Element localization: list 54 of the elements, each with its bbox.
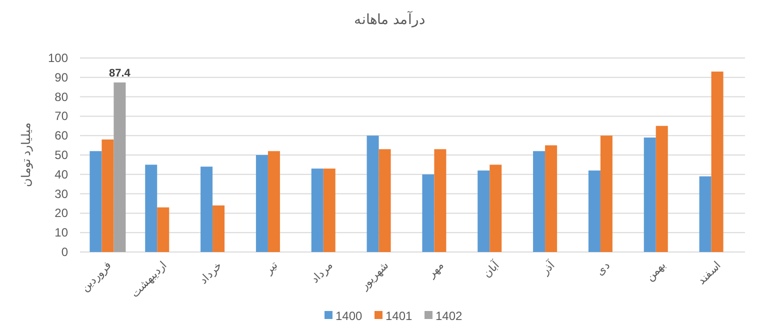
y-tick-label: 90 [54,70,68,84]
x-tick-label: بهمن [644,260,668,284]
bar [600,136,612,252]
bar [478,170,490,252]
bar [102,139,114,252]
y-axis-title: میلیارد تومان [19,122,33,188]
y-tick-label: 20 [54,206,68,220]
bar [533,151,546,252]
bar [588,170,600,252]
bar [114,82,126,252]
y-tick-label: 30 [54,186,68,201]
data-label: 87.4 [108,67,132,80]
legend-label: 1401 [386,309,413,323]
bar [311,168,324,252]
x-tick-label: تیر [262,260,280,278]
bar [366,136,379,252]
x-tick-label: شهریور [358,260,391,293]
x-tick-label: اردیبهشت [128,260,170,300]
bar [490,164,502,252]
y-tick-label: 70 [54,109,68,124]
y-tick-label: 0 [61,245,68,259]
legend-label: 1402 [436,309,463,323]
x-tick-label: دی [594,260,613,278]
x-tick-label: خرداد [198,260,225,287]
y-tick-label: 10 [54,226,68,240]
y-tick-label: 50 [54,148,68,162]
bar [699,176,712,252]
bar [711,72,724,252]
chart-title: درآمد ماهانه [354,10,425,28]
bar [157,207,170,252]
x-tick-label: مهر [425,260,446,281]
y-tick-label: 60 [54,128,68,143]
x-tick-label: آذر [538,258,558,278]
bar [268,151,280,252]
bar [145,164,158,252]
bar [656,126,668,252]
bar [545,145,558,252]
bar [422,174,434,252]
bar [200,166,213,252]
y-tick-label: 40 [54,167,68,182]
y-tick-label: 80 [54,90,68,104]
bar [323,168,336,252]
bar [212,205,225,252]
bar [256,155,268,252]
legend-label: 1400 [336,309,363,323]
bar [378,149,391,252]
bar [90,151,102,252]
bar [434,149,446,252]
bar [644,138,656,252]
x-tick-label: اسفند [696,260,724,288]
y-tick-label: 100 [48,51,68,65]
x-tick-label: مرداد [309,260,336,286]
x-tick-label: آبان [480,258,502,280]
x-tick-label: فروردین [79,260,114,294]
